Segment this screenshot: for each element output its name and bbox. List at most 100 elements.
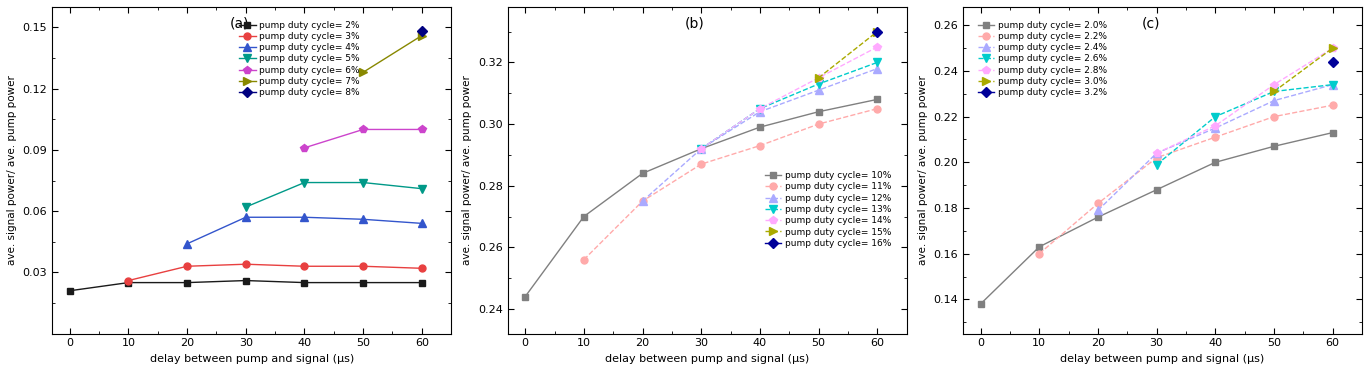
- Text: (a): (a): [230, 17, 249, 31]
- pump duty cycle= 2.8%: [1149, 151, 1165, 155]
- pump duty cycle= 2.4%: [1149, 151, 1165, 155]
- Line: pump duty cycle= 4%: pump duty cycle= 4%: [183, 213, 426, 248]
- pump duty cycle= 12%: [810, 88, 827, 92]
- pump duty cycle= 11%: [693, 162, 709, 166]
- pump duty cycle= 10%: [810, 109, 827, 114]
- pump duty cycle= 3%: [413, 266, 430, 270]
- Y-axis label: ave. signal power/ ave. pump power: ave. signal power/ ave. pump power: [463, 75, 472, 265]
- pump duty cycle= 2.2%: [1031, 252, 1047, 256]
- pump duty cycle= 3.0%: [1324, 46, 1340, 50]
- pump duty cycle= 6%: [413, 127, 430, 132]
- pump duty cycle= 13%: [752, 106, 768, 111]
- Line: pump duty cycle= 2.8%: pump duty cycle= 2.8%: [1153, 44, 1338, 157]
- pump duty cycle= 4%: [355, 217, 371, 221]
- pump duty cycle= 2.0%: [1207, 160, 1224, 164]
- Line: pump duty cycle= 3.0%: pump duty cycle= 3.0%: [1270, 44, 1338, 96]
- pump duty cycle= 3.0%: [1266, 89, 1283, 94]
- pump duty cycle= 2.8%: [1207, 124, 1224, 128]
- pump duty cycle= 12%: [869, 66, 886, 71]
- pump duty cycle= 4%: [238, 215, 255, 220]
- Line: pump duty cycle= 6%: pump duty cycle= 6%: [300, 125, 426, 152]
- pump duty cycle= 10%: [575, 214, 591, 219]
- pump duty cycle= 2%: [355, 280, 371, 285]
- Line: pump duty cycle= 7%: pump duty cycle= 7%: [359, 32, 426, 76]
- Line: pump duty cycle= 3%: pump duty cycle= 3%: [125, 261, 426, 284]
- pump duty cycle= 11%: [810, 122, 827, 126]
- pump duty cycle= 2.4%: [1266, 98, 1283, 103]
- pump duty cycle= 15%: [810, 76, 827, 80]
- pump duty cycle= 11%: [869, 106, 886, 111]
- pump duty cycle= 13%: [693, 147, 709, 151]
- pump duty cycle= 12%: [634, 199, 650, 203]
- Text: (c): (c): [1142, 17, 1160, 31]
- pump duty cycle= 10%: [693, 147, 709, 151]
- pump duty cycle= 13%: [869, 60, 886, 65]
- Line: pump duty cycle= 10%: pump duty cycle= 10%: [522, 96, 880, 300]
- pump duty cycle= 2.2%: [1324, 103, 1340, 108]
- Line: pump duty cycle= 12%: pump duty cycle= 12%: [638, 65, 882, 205]
- pump duty cycle= 11%: [575, 257, 591, 262]
- pump duty cycle= 2.0%: [1266, 144, 1283, 148]
- pump duty cycle= 5%: [413, 187, 430, 191]
- Line: pump duty cycle= 2.0%: pump duty cycle= 2.0%: [977, 129, 1336, 308]
- pump duty cycle= 2.0%: [1031, 244, 1047, 249]
- Legend: pump duty cycle= 2%, pump duty cycle= 3%, pump duty cycle= 4%, pump duty cycle= : pump duty cycle= 2%, pump duty cycle= 3%…: [237, 18, 363, 100]
- pump duty cycle= 2.2%: [1266, 114, 1283, 119]
- pump duty cycle= 10%: [869, 97, 886, 102]
- Line: pump duty cycle= 15%: pump duty cycle= 15%: [815, 27, 882, 82]
- pump duty cycle= 11%: [634, 199, 650, 203]
- pump duty cycle= 2.6%: [1266, 89, 1283, 94]
- Line: pump duty cycle= 13%: pump duty cycle= 13%: [697, 58, 882, 153]
- Text: (b): (b): [686, 17, 705, 31]
- pump duty cycle= 4%: [179, 242, 196, 246]
- pump duty cycle= 2.4%: [1207, 126, 1224, 130]
- pump duty cycle= 12%: [752, 109, 768, 114]
- pump duty cycle= 7%: [355, 70, 371, 75]
- pump duty cycle= 5%: [238, 205, 255, 209]
- Y-axis label: ave. signal power/ ave. pump power: ave. signal power/ ave. pump power: [917, 75, 928, 265]
- pump duty cycle= 3%: [355, 264, 371, 269]
- pump duty cycle= 2.4%: [1090, 208, 1106, 213]
- Legend: pump duty cycle= 2.0%, pump duty cycle= 2.2%, pump duty cycle= 2.4%, pump duty c: pump duty cycle= 2.0%, pump duty cycle= …: [976, 18, 1110, 100]
- pump duty cycle= 2.8%: [1324, 46, 1340, 50]
- pump duty cycle= 6%: [355, 127, 371, 132]
- X-axis label: delay between pump and signal (µs): delay between pump and signal (µs): [1061, 354, 1265, 364]
- pump duty cycle= 14%: [869, 45, 886, 49]
- pump duty cycle= 4%: [296, 215, 312, 220]
- pump duty cycle= 3%: [120, 278, 137, 283]
- pump duty cycle= 2%: [179, 280, 196, 285]
- pump duty cycle= 2.6%: [1207, 114, 1224, 119]
- Line: pump duty cycle= 14%: pump duty cycle= 14%: [697, 43, 882, 153]
- pump duty cycle= 13%: [810, 82, 827, 86]
- pump duty cycle= 4%: [413, 221, 430, 226]
- pump duty cycle= 7%: [413, 33, 430, 38]
- pump duty cycle= 2.0%: [972, 302, 988, 306]
- pump duty cycle= 2.2%: [1090, 201, 1106, 206]
- pump duty cycle= 2.2%: [1149, 155, 1165, 160]
- Line: pump duty cycle= 5%: pump duty cycle= 5%: [241, 178, 426, 211]
- pump duty cycle= 2%: [413, 280, 430, 285]
- pump duty cycle= 2%: [62, 289, 78, 293]
- pump duty cycle= 2.0%: [1149, 187, 1165, 192]
- pump duty cycle= 2%: [120, 280, 137, 285]
- X-axis label: delay between pump and signal (µs): delay between pump and signal (µs): [605, 354, 809, 364]
- pump duty cycle= 10%: [752, 125, 768, 129]
- Line: pump duty cycle= 2.4%: pump duty cycle= 2.4%: [1094, 81, 1338, 214]
- pump duty cycle= 3%: [179, 264, 196, 269]
- pump duty cycle= 10%: [634, 171, 650, 175]
- pump duty cycle= 2.4%: [1324, 82, 1340, 87]
- pump duty cycle= 3%: [238, 262, 255, 266]
- pump duty cycle= 14%: [752, 106, 768, 111]
- pump duty cycle= 11%: [752, 144, 768, 148]
- pump duty cycle= 12%: [693, 147, 709, 151]
- Line: pump duty cycle= 2.2%: pump duty cycle= 2.2%: [1036, 102, 1336, 257]
- Legend: pump duty cycle= 10%, pump duty cycle= 11%, pump duty cycle= 12%, pump duty cycl: pump duty cycle= 10%, pump duty cycle= 1…: [763, 168, 894, 250]
- pump duty cycle= 14%: [810, 76, 827, 80]
- pump duty cycle= 2%: [238, 278, 255, 283]
- pump duty cycle= 2%: [296, 280, 312, 285]
- pump duty cycle= 2.6%: [1324, 82, 1340, 87]
- pump duty cycle= 3%: [296, 264, 312, 269]
- pump duty cycle= 10%: [517, 295, 534, 299]
- pump duty cycle= 2.8%: [1266, 82, 1283, 87]
- pump duty cycle= 2.0%: [1090, 215, 1106, 219]
